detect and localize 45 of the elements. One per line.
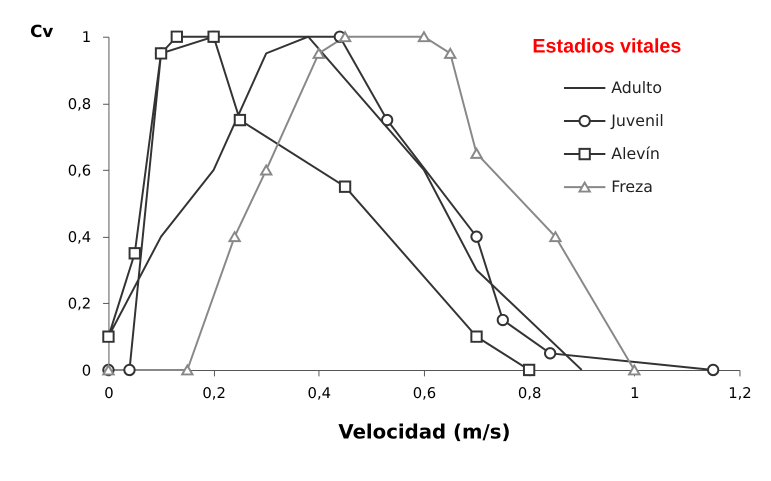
y-tick-label: 0,4 <box>68 229 92 246</box>
point <box>470 148 483 159</box>
point <box>338 180 352 193</box>
point <box>470 230 483 243</box>
x-axis-title: Velocidad (m/s) <box>338 420 510 444</box>
y-tick-label: 0,8 <box>68 96 92 113</box>
point <box>707 364 720 376</box>
x-tick-label: 0 <box>104 385 114 402</box>
point <box>181 364 194 376</box>
x-tick-label: 0,6 <box>412 385 436 402</box>
x-tick-label: 0,2 <box>202 385 226 402</box>
point <box>102 330 115 343</box>
x-tick-label: 0,4 <box>308 385 332 402</box>
x-tick-label: 0,8 <box>518 385 542 402</box>
y-axis-title: Cv <box>30 21 54 42</box>
y-tick-label: 0,2 <box>68 296 92 313</box>
point <box>128 247 141 260</box>
x-tick-label: 1,2 <box>728 385 752 402</box>
point <box>228 231 241 242</box>
legend-label: Adulto <box>611 78 662 97</box>
point <box>207 30 220 43</box>
point <box>312 48 325 59</box>
legend-label: Juvenil <box>610 110 664 130</box>
y-tick-label: 1 <box>82 29 92 46</box>
point <box>628 364 640 376</box>
point <box>234 114 246 126</box>
point <box>123 364 136 376</box>
point <box>549 231 562 242</box>
y-tick-label: 0 <box>82 362 92 380</box>
point <box>338 31 352 42</box>
point <box>522 364 536 376</box>
point <box>154 47 168 60</box>
point <box>470 330 483 343</box>
legend-label: Alevín <box>611 144 660 163</box>
point <box>444 48 456 59</box>
point <box>544 347 556 360</box>
point <box>418 31 430 42</box>
point <box>260 164 272 176</box>
y-tick-label: 0,6 <box>68 162 92 180</box>
point <box>496 314 509 326</box>
legend-title: Estadios vitales <box>532 35 682 58</box>
x-tick-label: 1 <box>630 385 640 402</box>
point <box>170 30 183 43</box>
point <box>380 114 394 126</box>
legend-label: Freza <box>611 177 653 196</box>
